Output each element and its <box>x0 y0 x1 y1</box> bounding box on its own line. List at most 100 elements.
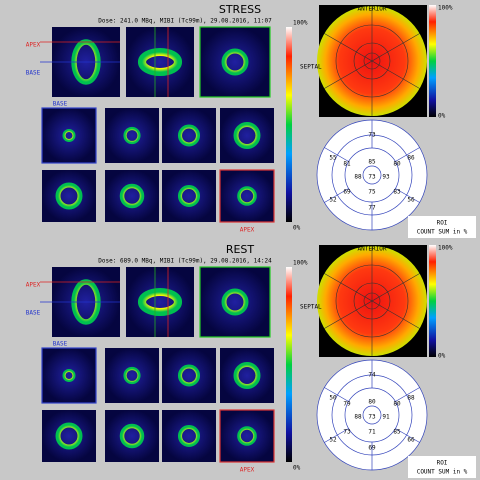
segment-value: 73 <box>368 174 376 181</box>
segment-value: 77 <box>368 205 376 212</box>
myocardium <box>237 426 257 446</box>
segment-value: 81 <box>343 161 351 168</box>
color-scale <box>286 27 292 222</box>
section: REST Dose: 689.0 MBq, MIBI (Tc99m), 29.08… <box>26 243 476 478</box>
myocardium <box>55 182 83 210</box>
myocardium <box>233 122 261 149</box>
myocardium <box>62 369 76 382</box>
myocardium <box>137 287 183 317</box>
section: STRESS Dose: 241.0 MBq, MIBI (Tc99m), 29.… <box>26 3 476 238</box>
septal-label: SEPTAL <box>300 64 322 71</box>
scan-image <box>162 410 216 462</box>
segment-value: 52 <box>329 197 337 204</box>
anterior-label: ANTERIOR <box>358 6 387 13</box>
scan-image <box>126 267 194 337</box>
scale-top: 100% <box>293 20 308 27</box>
segment-value: 80 <box>393 161 401 168</box>
segment-value: 56 <box>407 197 415 204</box>
anterior-label: ANTERIOR <box>358 246 387 253</box>
scan-image <box>41 347 97 404</box>
septal-label: SEPTAL <box>300 304 322 311</box>
polar-scale <box>429 245 436 357</box>
bullseye-sector <box>324 428 349 443</box>
myocardium <box>119 423 145 449</box>
segment-value: 50 <box>329 395 337 402</box>
segment-value: 79 <box>343 401 351 408</box>
scan-image <box>219 169 275 223</box>
bullseye-sector <box>324 147 349 162</box>
scan-image <box>162 348 216 403</box>
segment-value: 75 <box>368 189 376 196</box>
myocardium <box>177 184 201 208</box>
myocardium <box>137 47 183 77</box>
scan-image <box>42 170 96 222</box>
polar-top: 100% <box>438 245 453 252</box>
scan-image <box>105 410 159 462</box>
scan-image <box>162 170 216 222</box>
myocardium <box>62 129 76 142</box>
segment-value: 80 <box>368 399 376 406</box>
apex-label: APEX <box>26 42 41 49</box>
base-label: BASE <box>26 310 41 317</box>
scan-image <box>162 108 216 163</box>
roi-title: ROI <box>437 220 448 227</box>
bullseye-sector <box>395 387 420 402</box>
segment-value: 69 <box>368 445 376 452</box>
bullseye-sector <box>395 188 420 203</box>
myocardium <box>177 124 201 147</box>
segment-value: 91 <box>382 414 390 421</box>
segment-value: 88 <box>354 414 362 421</box>
base-grid-label: BASE <box>53 101 68 108</box>
myocardium <box>177 424 201 448</box>
base-grid-label: BASE <box>53 341 68 348</box>
apex-grid-label: APEX <box>240 467 255 474</box>
myocardium <box>233 362 261 389</box>
scan-image <box>126 27 194 97</box>
polar-sector <box>324 273 420 329</box>
scale-bottom: 0% <box>293 465 301 472</box>
bullseye-sector <box>324 188 349 203</box>
base-label: BASE <box>26 70 41 77</box>
myocardium <box>221 48 249 76</box>
scan-image <box>199 26 271 98</box>
bullseye-sector <box>395 428 420 443</box>
segment-value: 52 <box>329 437 337 444</box>
scan-image <box>199 266 271 338</box>
sections: STRESS Dose: 241.0 MBq, MIBI (Tc99m), 29.… <box>26 3 476 478</box>
bullseye-ring <box>362 165 382 185</box>
segment-value: 71 <box>368 429 376 436</box>
myocardium <box>123 126 141 145</box>
section-title: STRESS <box>219 3 261 16</box>
polar-top: 100% <box>438 5 453 12</box>
roi-unit: COUNT SUM in % <box>417 469 468 476</box>
scan-image <box>220 348 274 403</box>
scan-image <box>105 108 159 163</box>
segment-value: 85 <box>368 159 376 166</box>
myocardium <box>55 422 83 450</box>
scan-image <box>42 410 96 462</box>
apex-grid-label: APEX <box>240 227 255 234</box>
polar-sector <box>324 33 420 89</box>
roi-unit: COUNT SUM in % <box>417 229 468 236</box>
segment-value: 73 <box>368 132 376 139</box>
myocardium <box>123 366 141 385</box>
polar-scale <box>429 5 436 117</box>
bullseye-ring <box>362 405 382 425</box>
scan-image <box>220 108 274 163</box>
segment-value: 55 <box>329 155 337 162</box>
myocardium <box>221 288 249 316</box>
polar-bottom: 0% <box>438 353 446 360</box>
segment-value: 86 <box>407 155 415 162</box>
scale-top: 100% <box>293 260 308 267</box>
scan-image <box>105 170 159 222</box>
bullseye-sector <box>324 387 349 402</box>
polar-bottom: 0% <box>438 113 446 120</box>
segment-value: 69 <box>343 189 351 196</box>
myocardium <box>177 364 201 387</box>
dose-info: Dose: 241.0 MBq, MIBI (Tc99m), 29.08.201… <box>98 18 272 25</box>
myocardium <box>237 186 257 206</box>
segment-value: 93 <box>382 174 390 181</box>
roi-box <box>408 456 476 478</box>
segment-value: 73 <box>343 429 351 436</box>
segment-value: 88 <box>354 174 362 181</box>
